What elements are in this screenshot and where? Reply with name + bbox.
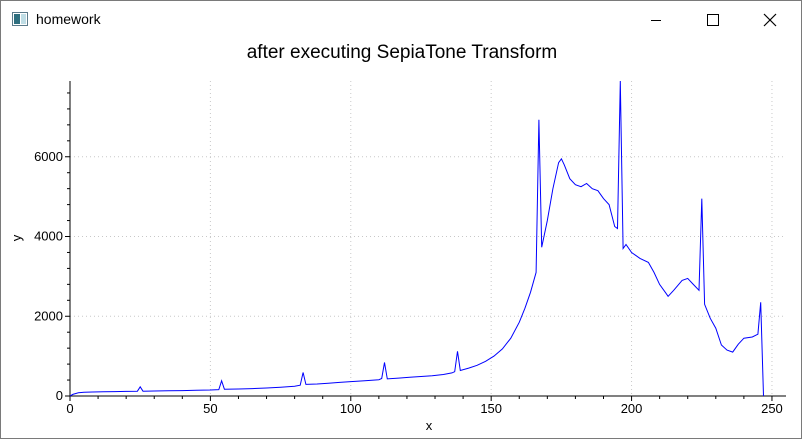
close-icon <box>763 13 777 26</box>
minimize-button[interactable] <box>633 1 679 38</box>
chart-axes <box>69 81 786 397</box>
series-line <box>69 80 764 397</box>
chart-grid <box>70 81 786 396</box>
maximize-icon <box>707 13 719 26</box>
close-button[interactable] <box>747 1 793 38</box>
line-chart: after executing SepiaTone Transform 0 50 1… <box>9 42 786 433</box>
chart-series <box>69 80 764 397</box>
x-tick-label: 250 <box>761 401 783 416</box>
title-bar[interactable]: homework <box>1 1 801 38</box>
chart-title: after executing SepiaTone Transform <box>247 42 558 63</box>
x-tick-label: 200 <box>621 401 643 416</box>
y-tick-label: 2000 <box>34 308 63 323</box>
x-tick-label: 0 <box>66 401 73 416</box>
y-tick-label: 0 <box>56 388 63 403</box>
app-window-icon <box>12 12 28 26</box>
minimize-icon <box>651 19 661 21</box>
x-tick-label: 100 <box>340 401 362 416</box>
window-title: homework <box>36 11 101 27</box>
y-tick-label: 6000 <box>34 149 63 164</box>
chart-ticks: 0 50 100 150 200 250 0 2000 4000 6000 <box>34 92 783 416</box>
x-axis-label: x <box>426 418 433 433</box>
y-axis-label: y <box>9 234 24 241</box>
x-tick-label: 150 <box>480 401 502 416</box>
y-tick-label: 4000 <box>34 229 63 244</box>
maximize-button[interactable] <box>690 1 736 38</box>
x-tick-label: 50 <box>203 401 217 416</box>
chart-area: after executing SepiaTone Transform 0 50 1… <box>1 38 801 438</box>
